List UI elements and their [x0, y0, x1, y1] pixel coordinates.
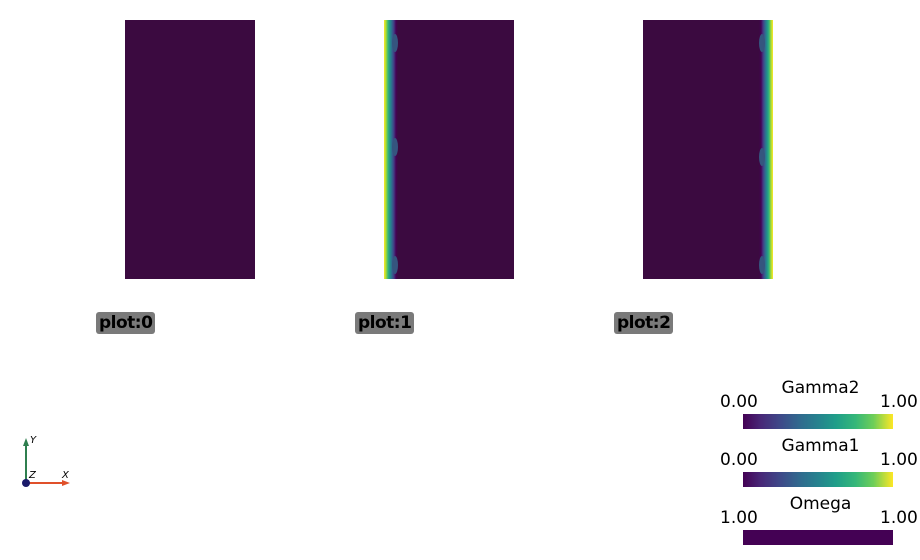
render-view-plot-2[interactable]: [643, 20, 773, 279]
x-axis-label: X: [61, 470, 70, 481]
colorbar-min-label: 0.00: [720, 450, 758, 470]
gamma-edge-left: [384, 20, 398, 279]
colorbar-max-label: 1.00: [880, 392, 918, 412]
render-view-plot-0[interactable]: [125, 20, 255, 279]
y-axis-arrow-icon: [23, 438, 29, 446]
edge-bulge: [392, 256, 398, 274]
edge-bulge: [392, 138, 398, 156]
orientation-axes-widget[interactable]: Y Z X: [14, 430, 84, 500]
colorbar-max-label: 1.00: [880, 508, 918, 528]
colorbar-min-label: 0.00: [720, 392, 758, 412]
y-axis-label: Y: [30, 435, 37, 446]
gamma-edge-right: [759, 20, 773, 279]
colorbar-title: Omega: [789, 494, 852, 514]
colorbar-gradient: [743, 530, 893, 545]
colorbar-gradient: [743, 472, 893, 487]
plot-label: plot:0: [96, 312, 156, 334]
render-view-plot-1[interactable]: [384, 20, 514, 279]
colorbar-title: Gamma1: [781, 436, 860, 456]
colorbar-gradient: [743, 414, 893, 429]
colorbar-title: Gamma2: [781, 378, 860, 398]
colorbar-max-label: 1.00: [880, 450, 918, 470]
plot-label: plot:2: [614, 312, 674, 334]
z-axis-label: Z: [28, 470, 37, 481]
edge-bulge: [759, 256, 765, 274]
colorbar-min-label: 1.00: [720, 508, 758, 528]
edge-bulge: [392, 34, 398, 52]
z-axis-dot-icon: [22, 479, 30, 487]
edge-bulge: [759, 148, 765, 166]
x-axis-arrow-icon: [62, 480, 70, 486]
plot-label: plot:1: [355, 312, 415, 334]
edge-bulge: [759, 34, 765, 52]
